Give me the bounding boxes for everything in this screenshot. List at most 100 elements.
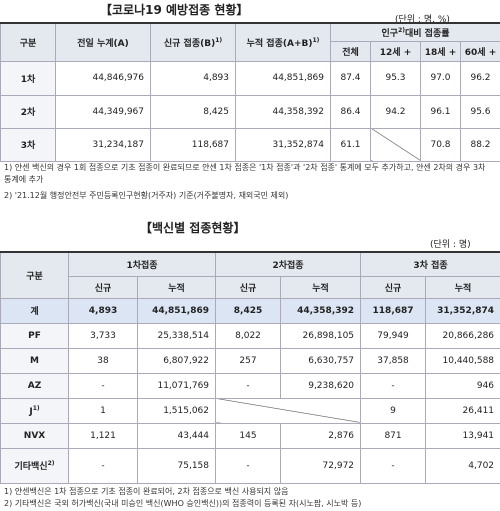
cell: 44,358,392 <box>235 94 331 129</box>
cell: 6,630,757 <box>280 347 362 374</box>
row-label: PF <box>0 322 69 349</box>
cell: 13,941 <box>425 422 500 449</box>
row-label: M <box>0 347 69 374</box>
header-text: 대비 접종률 <box>404 28 450 39</box>
cell: 95.3 <box>370 60 421 96</box>
cell: 9,238,620 <box>280 372 362 399</box>
header: 신규 <box>215 275 282 299</box>
cell: 26,411 <box>425 397 500 424</box>
header: 신규 <box>68 275 138 299</box>
cell: 61.1 <box>330 127 371 162</box>
cell: 96.1 <box>420 94 461 129</box>
header: 60세 + <box>459 40 500 62</box>
cell: 44,349,967 <box>55 94 151 129</box>
row-label-text: M <box>30 355 39 366</box>
unit: (단위 : 명, %) <box>395 15 450 25</box>
cell: 10,440,588 <box>425 347 500 374</box>
footnote: 2) '21.12월 행정안전부 주민등록인구현황(거주자) 기준(거주불명자,… <box>4 191 289 200</box>
cell: 96.2 <box>459 60 500 96</box>
cell: 9 <box>360 397 427 424</box>
row: 1차 44,846,976 4,893 44,851,869 87.4 95.3 97.0 9… <box>0 60 500 96</box>
cell: - <box>215 372 282 399</box>
cell: 43,444 <box>136 422 217 449</box>
note-mark: 1) <box>312 36 320 44</box>
header: 신규 접종(B)1) <box>150 22 236 62</box>
row-label-text: J <box>29 406 33 417</box>
row-label: J1) <box>0 397 69 424</box>
title: 【백신별 접종현황】 <box>140 221 246 235</box>
cell: 44,358,392 <box>280 297 362 324</box>
header-text: 신규 접종(B) <box>163 38 216 49</box>
header: 인구2)대비 접종률 <box>329 22 500 42</box>
row: AZ -11,071,769-9,238,620-946 <box>0 372 500 399</box>
row: J1) 1 1,515,062 9 26,411 <box>0 397 500 424</box>
header: 12세 + <box>370 40 421 62</box>
cell: 145 <box>215 422 282 449</box>
cell: 88.2 <box>459 127 500 162</box>
header: 1차접종 <box>67 251 217 277</box>
cell: - <box>68 447 138 484</box>
row: NVX 1,121 43,444 145 2,876 871 13,941 <box>0 422 500 449</box>
header: 18세 + <box>420 40 461 62</box>
cell: - <box>68 372 138 399</box>
cell: 31,352,874 <box>235 127 331 162</box>
cell: 1,121 <box>68 422 138 449</box>
cell: 6,807,922 <box>136 347 217 374</box>
cell: 8,425 <box>150 94 236 129</box>
cell: 31,234,187 <box>55 127 151 162</box>
header: 구분 <box>0 22 56 62</box>
header: 누적 <box>136 275 217 299</box>
row-label: AZ <box>0 372 69 399</box>
row-label-text: 기타백신 <box>14 462 48 472</box>
table: 구분 1차접종 2차접종 3차 접종 신규 누적 신규 누적 신규 누적 계 4,893 44… <box>0 251 500 484</box>
cell: 4,893 <box>150 60 236 96</box>
empty-cell <box>215 397 362 424</box>
header: 전체 <box>330 40 371 62</box>
header-text: 누적 접종(A+B) <box>246 38 313 49</box>
cell: 72,972 <box>280 447 362 484</box>
row-label-text: AZ <box>27 380 42 391</box>
cell: 79,949 <box>360 322 427 349</box>
row-label-text: NVX <box>23 430 46 441</box>
cell: 118,687 <box>150 127 236 162</box>
cell: - <box>360 447 427 484</box>
note-mark: 1) <box>215 36 223 44</box>
row-label-text: 계 <box>30 307 39 317</box>
header: 2차접종 <box>215 251 362 277</box>
row-label-text: PF <box>28 330 41 341</box>
row: PF 3,733 25,338,514 8,022 26,898,105 79,949 20… <box>0 322 500 349</box>
cell: 26,898,105 <box>280 322 362 349</box>
row-label: 계 <box>0 297 69 324</box>
cell: - <box>360 372 427 399</box>
footnote: 1) 얀센백신은 1차 접종으로 기초 접종이 완료되어, 2차 접종으로 백신… <box>4 487 289 496</box>
cell: 86.4 <box>330 94 371 129</box>
cell: 3,733 <box>68 322 138 349</box>
table: 구분 전일 누계(A) 신규 접종(B)1) 누적 접종(A+B)1) 인구2)… <box>0 22 500 162</box>
cell: 25,338,514 <box>136 322 217 349</box>
cell: 44,851,869 <box>235 60 331 96</box>
cell: 1 <box>68 397 138 424</box>
row: 2차 44,349,967 8,425 44,358,392 86.4 94.2 96.1 9… <box>0 94 500 129</box>
row-label: 기타백신2) <box>0 447 69 484</box>
cell: - <box>215 447 282 484</box>
header-text: 인구 <box>381 28 399 39</box>
header: 누적 접종(A+B)1) <box>235 22 331 62</box>
header: 3차 접종 <box>360 251 500 277</box>
title: 【코로나19 예방접종 현황】 <box>100 3 249 17</box>
note-mark: 2) <box>398 26 405 34</box>
cell: 4,702 <box>425 447 500 484</box>
cell: 11,071,769 <box>136 372 217 399</box>
cell: 94.2 <box>370 94 421 129</box>
cell: 97.0 <box>420 60 461 96</box>
cell: 44,846,976 <box>55 60 151 96</box>
cell: 257 <box>215 347 282 374</box>
empty-cell <box>370 127 421 162</box>
footnote: 1) 얀센 백신의 경우 1회 접종으로 기초 접종이 완료되므로 얀센 1차 … <box>4 163 486 184</box>
note-mark: 1) <box>32 404 40 412</box>
cell: 38 <box>68 347 138 374</box>
cell: 20,866,286 <box>425 322 500 349</box>
cell: 95.6 <box>459 94 500 129</box>
row-label: 3차 <box>0 127 56 162</box>
cell: 2,876 <box>280 422 362 449</box>
header: 구분 <box>0 251 69 299</box>
